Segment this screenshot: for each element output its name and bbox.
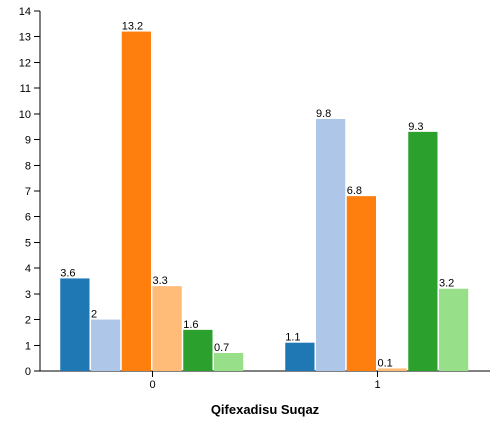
y-tick-label: 14 [19, 6, 31, 18]
bar [121, 31, 151, 371]
y-tick-label: 11 [20, 83, 31, 95]
bar-value-label: 1.6 [183, 319, 198, 331]
bar [91, 319, 121, 371]
y-tick-label: 3 [25, 289, 31, 301]
bar-value-label: 0.7 [214, 342, 229, 354]
bar-value-label: 3.2 [439, 278, 454, 290]
bar-value-label: 9.8 [316, 108, 331, 120]
y-tick-label: 4 [25, 263, 31, 275]
y-tick-label: 1 [25, 340, 31, 352]
y-tick-label: 6 [25, 212, 31, 224]
bar [346, 196, 376, 371]
bar [377, 368, 407, 371]
bar-value-label: 3.3 [153, 275, 168, 287]
bar-value-label: 6.8 [347, 185, 362, 197]
bar-value-label: 9.3 [408, 121, 423, 133]
bar [408, 131, 438, 371]
bar-value-label: 3.6 [60, 267, 75, 279]
y-tick-label: 8 [25, 160, 31, 172]
y-tick-label: 10 [19, 109, 31, 121]
bar [285, 342, 315, 371]
bar-value-label: 0.1 [378, 357, 393, 369]
x-tick-label: 1 [374, 379, 380, 391]
bar [183, 329, 213, 371]
x-tick-label: 0 [149, 379, 155, 391]
bar-value-label: 13.2 [122, 21, 143, 33]
bar [60, 278, 90, 371]
bar-value-label: 1.1 [285, 332, 300, 344]
y-tick-label: 7 [25, 186, 31, 198]
y-tick-label: 2 [25, 315, 31, 327]
y-tick-label: 13 [19, 32, 31, 44]
bar [152, 286, 182, 371]
x-axis-title: Qifexadisu Suqaz [211, 402, 320, 417]
bars [60, 31, 469, 371]
bar-value-label: 2 [91, 309, 97, 321]
bar [439, 288, 469, 371]
data-labels: 3.6 2 13.2 3.3 1.6 0.7 1.1 9.8 6.8 0.1 9.3 3.2 [60, 21, 454, 370]
bar [316, 119, 346, 371]
y-tick-label: 5 [25, 237, 31, 249]
y-tick-label: 9 [25, 135, 31, 147]
bar [214, 353, 244, 371]
y-tick-label: 0 [25, 366, 31, 378]
y-tick-label: 12 [19, 57, 31, 69]
